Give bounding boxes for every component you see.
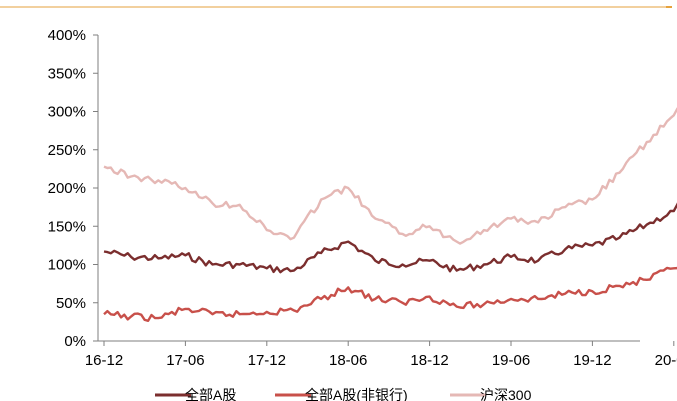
y-tick-label: 0%: [64, 333, 86, 350]
y-tick-label: 200%: [48, 180, 86, 197]
y-tick-label: 350%: [48, 65, 86, 82]
y-tick-label: 50%: [56, 295, 86, 312]
legend-label-2: 沪深300: [480, 387, 532, 401]
series-line-1: [103, 266, 677, 322]
x-axis: 16-12 17-06 17-12 18-06 18-12 19-06 19-12 20-06…: [85, 340, 677, 369]
legend: 全部A股 全部A股(非银行) 沪深300: [155, 387, 532, 401]
y-tick-label: 400%: [48, 27, 86, 44]
y-tick-label: 250%: [48, 142, 86, 159]
legend-label-1: 全部A股(非银行): [305, 387, 408, 401]
y-tick-label: 300%: [48, 104, 86, 121]
series-line-0: [103, 202, 677, 274]
x-tick-label: 19-12: [573, 352, 611, 369]
y-axis: 0% 50% 100% 150% 200% 250% 300% 350% 400%: [48, 27, 99, 350]
x-tick-label: 17-06: [166, 352, 204, 369]
series-line-2: [103, 107, 677, 245]
x-tick-label: 16-12: [85, 352, 123, 369]
y-tick-label: 150%: [48, 218, 86, 235]
x-tick-label: 19-06: [492, 352, 530, 369]
x-tick-label: 18-12: [410, 352, 448, 369]
y-tick-label: 100%: [48, 257, 86, 274]
x-tick-label: 17-12: [248, 352, 286, 369]
series-lines: [103, 107, 677, 322]
x-tick-label: 20-06: [655, 352, 677, 369]
legend-label-0: 全部A股: [185, 387, 236, 401]
x-tick-label: 18-06: [329, 352, 367, 369]
